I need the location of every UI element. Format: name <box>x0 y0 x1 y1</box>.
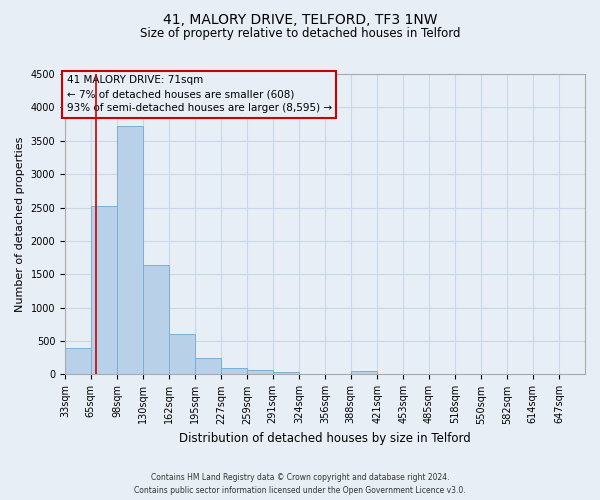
Text: 41, MALORY DRIVE, TELFORD, TF3 1NW: 41, MALORY DRIVE, TELFORD, TF3 1NW <box>163 12 437 26</box>
Bar <box>143 265 169 374</box>
X-axis label: Distribution of detached houses by size in Telford: Distribution of detached houses by size … <box>179 432 471 445</box>
Bar <box>247 370 272 374</box>
Bar <box>272 372 299 374</box>
Bar <box>65 348 91 374</box>
Bar <box>118 126 143 374</box>
Bar <box>221 368 247 374</box>
Bar <box>91 206 118 374</box>
Y-axis label: Number of detached properties: Number of detached properties <box>15 136 25 312</box>
Bar <box>196 358 221 374</box>
Bar <box>169 334 196 374</box>
Text: Size of property relative to detached houses in Telford: Size of property relative to detached ho… <box>140 28 460 40</box>
Text: 41 MALORY DRIVE: 71sqm
← 7% of detached houses are smaller (608)
93% of semi-det: 41 MALORY DRIVE: 71sqm ← 7% of detached … <box>67 76 332 114</box>
Bar <box>351 371 377 374</box>
Text: Contains HM Land Registry data © Crown copyright and database right 2024.
Contai: Contains HM Land Registry data © Crown c… <box>134 474 466 495</box>
